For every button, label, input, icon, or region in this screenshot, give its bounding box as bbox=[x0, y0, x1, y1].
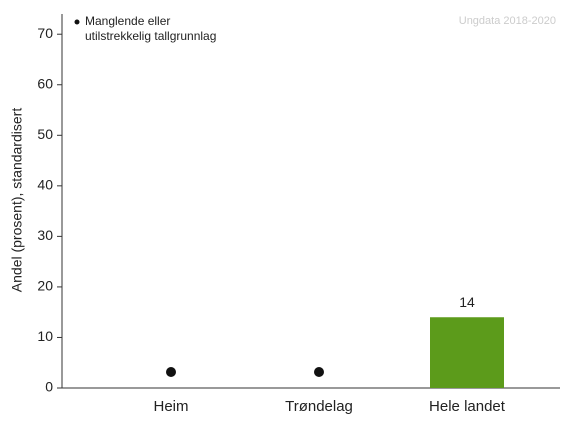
y-axis-label: Andel (prosent), standardisert bbox=[9, 108, 25, 293]
y-tick-label: 40 bbox=[37, 177, 53, 193]
missing-marker bbox=[166, 367, 176, 377]
x-tick-label: Hele landet bbox=[429, 398, 506, 415]
y-tick-label: 10 bbox=[37, 328, 53, 344]
x-tick-label: Heim bbox=[153, 398, 188, 415]
y-tick-label: 30 bbox=[37, 227, 53, 243]
y-tick-label: 50 bbox=[37, 126, 53, 142]
y-tick-label: 70 bbox=[37, 25, 53, 41]
x-tick-label: Trøndelag bbox=[285, 398, 353, 415]
legend-marker bbox=[74, 19, 80, 25]
y-tick-label: 20 bbox=[37, 278, 53, 294]
legend-text: Manglende eller bbox=[85, 14, 170, 28]
legend-text: utilstrekkelig tallgrunnlag bbox=[85, 29, 216, 43]
value-label: 14 bbox=[459, 294, 475, 310]
bar bbox=[430, 317, 504, 388]
y-tick-label: 60 bbox=[37, 75, 53, 91]
source-label: Ungdata 2018-2020 bbox=[459, 15, 556, 27]
y-tick-label: 0 bbox=[45, 379, 53, 395]
missing-marker bbox=[314, 367, 324, 377]
